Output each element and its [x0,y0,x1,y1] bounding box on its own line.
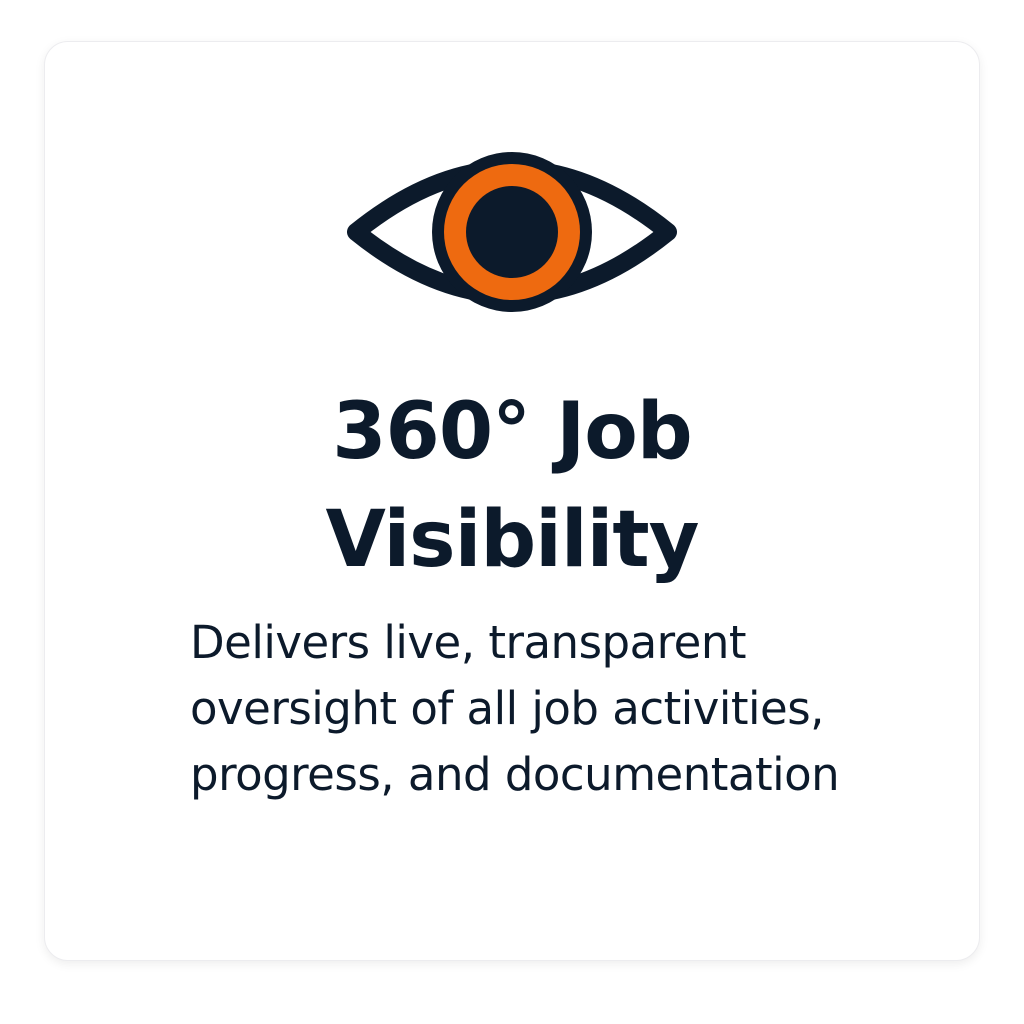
feature-title-line-1: 360° Job [332,387,692,477]
feature-title: 360° Job Visibility [0,378,1024,594]
eye-icon [347,152,677,312]
feature-title-line-2: Visibility [325,495,699,585]
eye-pupil [466,186,558,278]
feature-description: Delivers live, transparent oversight of … [190,610,930,808]
feature-description-line-3: progress, and documentation [190,748,840,801]
feature-description-line-2: oversight of all job activities, [190,682,824,735]
feature-description-line-1: Delivers live, transparent [190,616,747,669]
